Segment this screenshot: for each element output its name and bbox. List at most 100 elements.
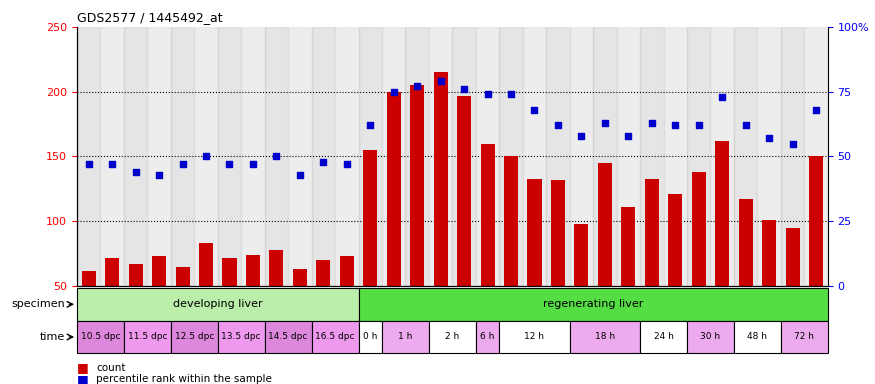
Bar bbox=[663, 27, 687, 286]
Text: 12.5 dpc: 12.5 dpc bbox=[175, 333, 214, 341]
Bar bbox=[668, 194, 682, 351]
Text: GDS2577 / 1445492_at: GDS2577 / 1445492_at bbox=[77, 11, 222, 24]
Point bbox=[551, 122, 565, 128]
Bar bbox=[288, 27, 312, 286]
Bar bbox=[194, 27, 218, 286]
Bar bbox=[382, 27, 405, 286]
Bar bbox=[101, 27, 124, 286]
Bar bbox=[715, 141, 729, 351]
Bar bbox=[410, 85, 424, 351]
Bar bbox=[382, 321, 429, 353]
Text: 24 h: 24 h bbox=[654, 333, 674, 341]
Bar bbox=[480, 144, 494, 351]
Point bbox=[387, 89, 401, 95]
Text: 18 h: 18 h bbox=[595, 333, 615, 341]
Bar bbox=[265, 321, 312, 353]
Bar bbox=[265, 27, 288, 286]
Bar bbox=[312, 27, 335, 286]
Bar bbox=[598, 163, 612, 351]
Bar bbox=[687, 27, 710, 286]
Bar bbox=[77, 27, 101, 286]
Bar bbox=[640, 321, 687, 353]
Point bbox=[762, 135, 776, 141]
Text: ■: ■ bbox=[77, 373, 88, 384]
Bar bbox=[691, 172, 706, 351]
Bar bbox=[312, 321, 359, 353]
Bar bbox=[316, 260, 331, 351]
Bar bbox=[780, 321, 828, 353]
Point bbox=[480, 91, 494, 98]
Bar bbox=[335, 27, 359, 286]
Text: 11.5 dpc: 11.5 dpc bbox=[128, 333, 167, 341]
Point bbox=[528, 107, 542, 113]
Point bbox=[574, 132, 588, 139]
Point bbox=[176, 161, 190, 167]
Point bbox=[668, 122, 682, 128]
Bar bbox=[270, 250, 284, 351]
Bar bbox=[359, 321, 382, 353]
Bar bbox=[246, 255, 260, 351]
Text: 72 h: 72 h bbox=[794, 333, 815, 341]
Text: 14.5 dpc: 14.5 dpc bbox=[269, 333, 308, 341]
Bar bbox=[617, 27, 640, 286]
Bar bbox=[710, 27, 734, 286]
Bar bbox=[429, 321, 476, 353]
Bar bbox=[105, 258, 119, 351]
Point bbox=[363, 122, 377, 128]
Point bbox=[222, 161, 236, 167]
Bar bbox=[124, 27, 147, 286]
Bar bbox=[218, 27, 242, 286]
Text: 30 h: 30 h bbox=[700, 333, 720, 341]
Bar bbox=[528, 179, 542, 351]
Bar bbox=[621, 207, 635, 351]
Bar bbox=[593, 27, 617, 286]
Bar bbox=[152, 256, 166, 351]
Bar bbox=[804, 27, 828, 286]
Bar bbox=[293, 269, 307, 351]
Point bbox=[270, 154, 284, 160]
Bar bbox=[809, 157, 823, 351]
Bar bbox=[574, 224, 589, 351]
Bar bbox=[786, 228, 800, 351]
Text: 16.5 dpc: 16.5 dpc bbox=[315, 333, 355, 341]
Bar bbox=[81, 270, 95, 351]
Bar bbox=[359, 27, 382, 286]
Bar bbox=[452, 27, 476, 286]
Bar bbox=[129, 264, 143, 351]
Bar bbox=[687, 321, 734, 353]
Bar bbox=[522, 27, 546, 286]
Text: 48 h: 48 h bbox=[747, 333, 767, 341]
Point bbox=[738, 122, 752, 128]
Bar bbox=[734, 27, 758, 286]
Text: time: time bbox=[40, 332, 66, 342]
Point bbox=[621, 132, 635, 139]
Bar bbox=[222, 258, 236, 351]
Point bbox=[340, 161, 354, 167]
Bar bbox=[645, 179, 659, 351]
Point bbox=[504, 91, 518, 98]
Bar bbox=[546, 27, 570, 286]
Bar bbox=[429, 27, 452, 286]
Bar bbox=[363, 150, 377, 351]
Point bbox=[645, 120, 659, 126]
Point bbox=[81, 161, 95, 167]
Text: developing liver: developing liver bbox=[173, 299, 262, 310]
Point bbox=[786, 141, 800, 147]
Bar bbox=[762, 220, 776, 351]
Bar bbox=[242, 27, 265, 286]
Bar bbox=[500, 27, 522, 286]
Bar bbox=[77, 288, 359, 321]
Bar bbox=[171, 27, 194, 286]
Text: count: count bbox=[96, 363, 126, 373]
Bar bbox=[340, 256, 354, 351]
Point bbox=[199, 154, 213, 160]
Point bbox=[598, 120, 612, 126]
Point bbox=[152, 172, 166, 178]
Text: 10.5 dpc: 10.5 dpc bbox=[80, 333, 120, 341]
Bar bbox=[551, 180, 565, 351]
Bar bbox=[218, 321, 265, 353]
Bar bbox=[199, 243, 214, 351]
Point bbox=[105, 161, 119, 167]
Bar bbox=[780, 27, 804, 286]
Point bbox=[410, 83, 424, 89]
